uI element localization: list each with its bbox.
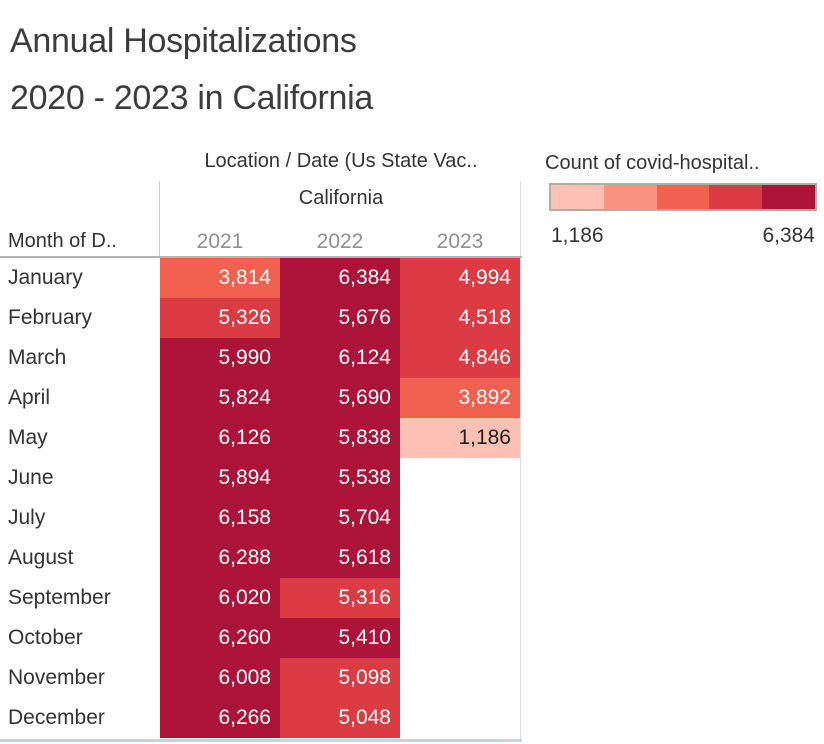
heatmap-cell-2021-november[interactable]: 6,008 (160, 658, 280, 698)
legend-labels: 1,186 6,384 (549, 224, 817, 248)
table-row: March 5,990 6,124 4,846 (0, 338, 522, 378)
page-title-line2: 2020 - 2023 in California (10, 79, 373, 117)
column-field-label: Location / Date (Us State Vac.. (204, 150, 478, 172)
row-header-january[interactable]: January (0, 258, 160, 298)
table-row: December 6,266 5,048 (0, 698, 522, 738)
table-row: October 6,260 5,410 (0, 618, 522, 658)
table-row: January 3,814 6,384 4,994 (0, 258, 522, 298)
heatmap-cell-2023-october (400, 618, 520, 658)
heatmap-cell-2021-december[interactable]: 6,266 (160, 698, 280, 738)
row-header-july[interactable]: July (0, 498, 160, 538)
heatmap-cell-2022-may[interactable]: 5,838 (280, 418, 400, 458)
heatmap-cell-2021-april[interactable]: 5,824 (160, 378, 280, 418)
heatmap-cell-2021-january[interactable]: 3,814 (160, 258, 280, 298)
row-field-label: Month of D.. (8, 230, 117, 252)
heatmap-cell-2022-october[interactable]: 5,410 (280, 618, 400, 658)
header-divider-line (159, 181, 160, 257)
table-row: May 6,126 5,838 1,186 (0, 418, 522, 458)
page-title: Annual Hospitalizations 2020 - 2023 in C… (10, 13, 373, 127)
heatmap-cell-2022-june[interactable]: 5,538 (280, 458, 400, 498)
heatmap-cell-2021-june[interactable]: 5,894 (160, 458, 280, 498)
row-header-october[interactable]: October (0, 618, 160, 658)
heatmap-cell-2021-march[interactable]: 5,990 (160, 338, 280, 378)
heatmap-cell-2022-april[interactable]: 5,690 (280, 378, 400, 418)
heatmap-cell-2022-december[interactable]: 5,048 (280, 698, 400, 738)
heatmap-cell-2023-june (400, 458, 520, 498)
table-bottom-border (0, 739, 522, 742)
heatmap-cell-2022-february[interactable]: 5,676 (280, 298, 400, 338)
heatmap-cell-2022-august[interactable]: 5,618 (280, 538, 400, 578)
header-separator-line (0, 256, 522, 258)
heatmap-cell-2023-july (400, 498, 520, 538)
heatmap-cell-2022-july[interactable]: 5,704 (280, 498, 400, 538)
heatmap-cell-2023-april[interactable]: 3,892 (400, 378, 520, 418)
table-row: August 6,288 5,618 (0, 538, 522, 578)
table-row: September 6,020 5,316 (0, 578, 522, 618)
heatmap-cell-2021-may[interactable]: 6,126 (160, 418, 280, 458)
legend-ramp-segment-5[interactable] (762, 185, 815, 209)
legend-ramp-segment-1[interactable] (551, 185, 604, 209)
column-group-california[interactable]: California (298, 187, 384, 209)
heatmap-cell-2022-january[interactable]: 6,384 (280, 258, 400, 298)
heatmap-cell-2023-december (400, 698, 520, 738)
table-row: June 5,894 5,538 (0, 458, 522, 498)
heatmap-grid: January 3,814 6,384 4,994 February 5,326 5,676… (0, 258, 522, 738)
table-row: April 5,824 5,690 3,892 (0, 378, 522, 418)
table-row: November 6,008 5,098 (0, 658, 522, 698)
heatmap-cell-2023-january[interactable]: 4,994 (400, 258, 520, 298)
legend-title: Count of covid-hospital.. (545, 152, 760, 174)
column-header-2021[interactable]: 2021 (196, 230, 244, 253)
legend-ramp-segment-2[interactable] (603, 185, 657, 209)
column-header-2022[interactable]: 2022 (316, 230, 364, 253)
legend-ramp-segment-4[interactable] (709, 185, 763, 209)
table-row: July 6,158 5,704 (0, 498, 522, 538)
table-right-border (520, 181, 521, 739)
row-header-september[interactable]: September (0, 578, 160, 618)
legend-min-label: 1,186 (551, 224, 604, 247)
row-header-november[interactable]: November (0, 658, 160, 698)
row-header-december[interactable]: December (0, 698, 160, 738)
heatmap-cell-2023-november (400, 658, 520, 698)
heatmap-cell-2023-may[interactable]: 1,186 (400, 418, 520, 458)
heatmap-cell-2021-july[interactable]: 6,158 (160, 498, 280, 538)
heatmap-cell-2021-august[interactable]: 6,288 (160, 538, 280, 578)
row-header-march[interactable]: March (0, 338, 160, 378)
page-title-line1: Annual Hospitalizations (10, 22, 357, 60)
row-header-february[interactable]: February (0, 298, 160, 338)
table-row: February 5,326 5,676 4,518 (0, 298, 522, 338)
legend-max-label: 6,384 (762, 224, 815, 247)
heatmap-cell-2023-august (400, 538, 520, 578)
heatmap-cell-2023-february[interactable]: 4,518 (400, 298, 520, 338)
legend-color-ramp (549, 183, 817, 211)
row-header-april[interactable]: April (0, 378, 160, 418)
row-header-august[interactable]: August (0, 538, 160, 578)
heatmap-cell-2021-february[interactable]: 5,326 (160, 298, 280, 338)
heatmap-cell-2021-october[interactable]: 6,260 (160, 618, 280, 658)
legend-ramp-segment-3[interactable] (656, 185, 710, 209)
heatmap-cell-2021-september[interactable]: 6,020 (160, 578, 280, 618)
row-header-june[interactable]: June (0, 458, 160, 498)
column-header-2023[interactable]: 2023 (436, 230, 484, 253)
heatmap-cell-2023-march[interactable]: 4,846 (400, 338, 520, 378)
heatmap-cell-2023-september (400, 578, 520, 618)
heatmap-cell-2022-september[interactable]: 5,316 (280, 578, 400, 618)
row-header-may[interactable]: May (0, 418, 160, 458)
heatmap-cell-2022-november[interactable]: 5,098 (280, 658, 400, 698)
heatmap-cell-2022-march[interactable]: 6,124 (280, 338, 400, 378)
